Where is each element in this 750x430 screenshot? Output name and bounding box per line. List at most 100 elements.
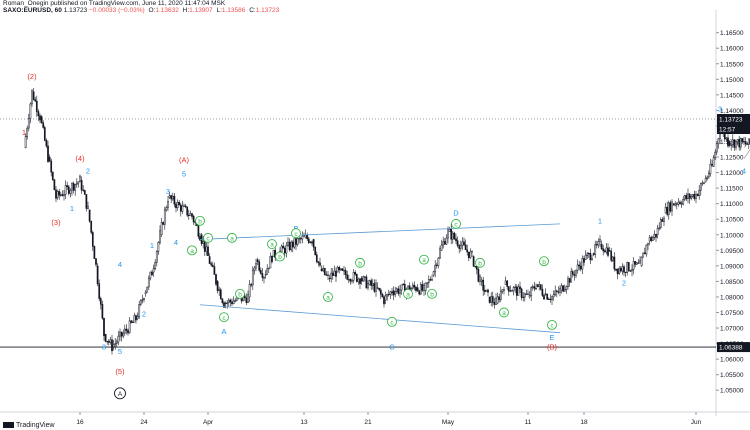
candle-down [696, 194, 699, 197]
candle-up [266, 268, 269, 275]
candle-up [504, 280, 507, 285]
candle-down [661, 219, 664, 222]
y-tick-label: 1.05500 [720, 372, 744, 379]
candle-down [629, 270, 632, 272]
candle-up [575, 269, 577, 276]
candle-up [567, 278, 569, 287]
candle-up [691, 194, 694, 197]
candle-up [149, 271, 152, 279]
candle-down [525, 293, 528, 295]
candle-up [701, 182, 704, 185]
candle-down [37, 111, 40, 117]
candle-up [394, 291, 397, 296]
candle-down [183, 205, 185, 207]
candle-up [75, 182, 78, 185]
candle-down [101, 304, 104, 319]
wave-label: 1 [598, 216, 602, 225]
candle-up [674, 203, 677, 206]
candle-up [707, 173, 710, 178]
candle-up [658, 227, 661, 229]
candle-down [221, 298, 224, 303]
wave-label: (B) [547, 342, 558, 351]
wave-label-circle [235, 288, 245, 299]
candle-down [34, 99, 37, 102]
y-tick-label: 1.08500 [720, 279, 744, 286]
candle-down [93, 246, 96, 259]
y-tick-label: 1.14000 [720, 108, 744, 115]
candle-down [170, 195, 173, 200]
candle-down [162, 222, 165, 225]
candle-down [693, 194, 696, 199]
candle-up [29, 103, 32, 119]
candle-down [483, 290, 486, 292]
candle-down [207, 246, 209, 257]
candle-up [599, 239, 601, 242]
candle-up [159, 230, 161, 243]
wave-label: c [206, 235, 210, 242]
candle-down [307, 238, 310, 243]
high-value: 1.13907 [189, 7, 213, 14]
candle-down [711, 163, 713, 166]
candle-down [178, 202, 181, 206]
candle-down [578, 264, 581, 267]
candle-up [698, 189, 701, 197]
wave-label-circle [187, 245, 197, 256]
candle-down [443, 241, 446, 245]
candle-down [317, 261, 320, 264]
candle-up [77, 181, 80, 184]
candle-up [682, 199, 685, 205]
candle-up [303, 235, 305, 237]
candle-down [515, 286, 518, 296]
wave-label: b [198, 218, 202, 225]
candle-up [117, 335, 120, 343]
wave-label: 2 [86, 167, 90, 176]
candle-up [123, 328, 126, 334]
candle-up [461, 241, 464, 246]
candle-up [296, 238, 299, 245]
candle-up [189, 213, 192, 216]
candle-down [507, 286, 510, 292]
y-tick-label: 1.10000 [720, 232, 744, 239]
candle-down [82, 189, 85, 191]
candle-down [211, 264, 214, 267]
candle-down [346, 274, 349, 280]
candle-down [675, 203, 678, 205]
y-tick-label: 1.09500 [720, 248, 744, 255]
candle-up [362, 276, 365, 282]
y-tick-label: 1.06000 [720, 357, 744, 364]
candle-up [440, 244, 443, 251]
candle-up [496, 296, 499, 304]
candle-down [349, 279, 352, 282]
candle-down [111, 339, 113, 352]
wave-label: c [294, 231, 298, 238]
candle-down [282, 245, 285, 249]
wave-label: 5 [118, 347, 122, 356]
tradingview-logo[interactable]: TradingView [3, 422, 55, 429]
candle-down [634, 261, 637, 265]
candle-up [400, 284, 403, 291]
candle-up [597, 241, 600, 246]
candle-down [291, 241, 294, 248]
candle-up [26, 127, 29, 137]
candle-down [506, 280, 509, 287]
candle-down [482, 279, 485, 291]
candle-down [258, 261, 261, 271]
candle-down [474, 265, 477, 268]
candle-down [213, 266, 216, 275]
candle-down [592, 253, 595, 255]
candle-up [448, 228, 451, 232]
candle-up [479, 275, 481, 282]
x-tick-label: Jun [691, 419, 702, 426]
candle-down [458, 245, 461, 249]
candle-up [442, 241, 445, 246]
candle-up [399, 289, 401, 294]
candle-up [687, 193, 689, 199]
candle-up [264, 274, 267, 276]
candle-down [47, 145, 49, 162]
candle-up [509, 290, 512, 292]
x-tick-label: 13 [300, 419, 308, 426]
candle-up [576, 264, 579, 271]
candle-up [551, 296, 553, 300]
candle-down [610, 250, 613, 261]
